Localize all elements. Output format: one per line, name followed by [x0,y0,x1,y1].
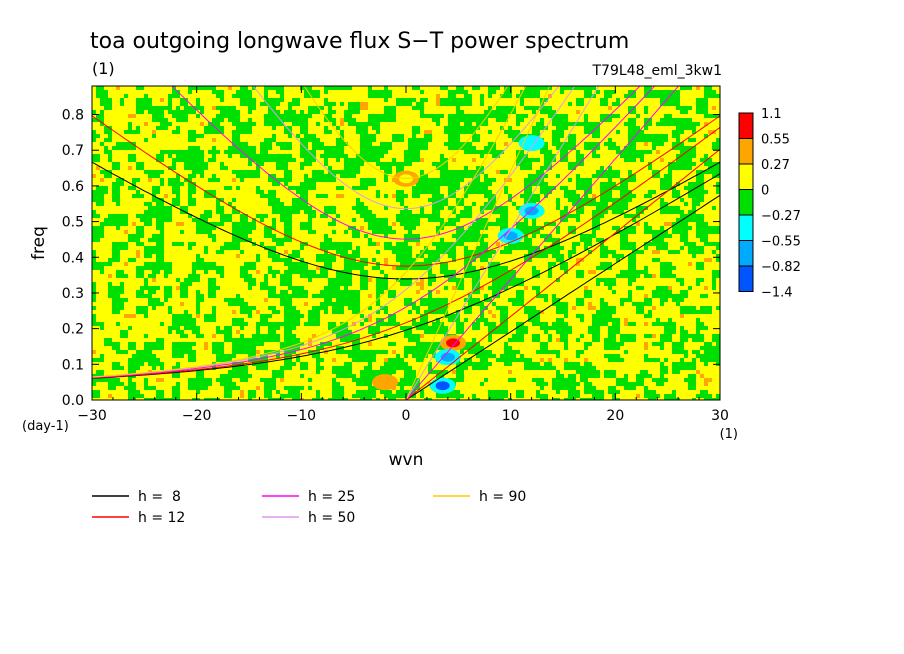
colorbar-box-5 [738,240,754,267]
field-negative-patches [92,86,720,400]
x-tick-label-0: −30 [77,408,107,424]
colorbar-box-0 [738,112,754,139]
y-tick-label-4: 0.4 [62,250,84,266]
x-tick-label-2: −10 [287,408,317,424]
colorbar: 1.1 0.55 0.27 0 −0.27 −0.55 −0.82 −1.4 [738,107,801,301]
colorbar-box-6 [738,265,754,292]
y-tick-label-5: 0.5 [62,215,84,231]
curve-kelvin-h50 [405,86,600,400]
x-tick-label-3: 0 [402,408,411,424]
anomaly-core-5 [524,138,539,148]
y-tick-label-8: 0.8 [62,108,84,124]
colorbar-label-2: 0.27 [761,158,790,173]
x-tick-label-1: −20 [182,408,212,424]
colorbar-label-4: −0.27 [761,209,801,224]
y-tick-label-3: 0.3 [62,286,84,302]
y-tick-label-6: 0.6 [62,179,84,195]
y-tick-label-2: 0.2 [62,322,84,338]
axes: −30 −20 −10 0 10 20 30 0.0 0.1 0.2 0.3 0.4 0.5 0.6 0.7… [62,86,729,424]
anomaly-core-1 [435,381,450,391]
curve-ig1-h50 [252,86,560,210]
y-tick-label-1: 0.1 [62,357,84,373]
curve-kelvin-h12 [405,148,720,400]
anomaly-core-0 [446,338,461,348]
colorbar-label-5: −0.55 [761,235,801,250]
legend-label-h50: h = 50 [308,510,355,526]
dispersion-curves [92,86,720,400]
y-tick-label-7: 0.7 [62,143,84,159]
y-axis-unit: (day-1) [22,419,69,434]
y-axis-label: freq [29,226,49,260]
curve-ig1-h12 [92,115,720,267]
colorbar-label-0: 1.1 [761,107,782,122]
y-tick-label-0: 0.0 [62,393,84,409]
curve-mrg-h8 [92,173,720,379]
legend-label-h25: h = 25 [308,489,355,505]
x-tick-label-4: 10 [502,408,520,424]
x-tick-label-6: 30 [711,408,729,424]
colorbar-label-6: −0.82 [761,260,801,275]
curve-ig1-h8 [92,161,720,280]
legend: h = 8 h = 12 h = 25 h = 50 h = 90 [92,489,526,526]
colorbar-box-2 [738,163,754,190]
x-axis-label: wvn [389,450,424,470]
x-axis-unit: (1) [720,427,738,442]
anomaly-core-7 [378,377,393,387]
curve-kelvin-h25 [405,86,680,400]
chart-title: toa outgoing longwave flux S−T power spe… [90,29,629,54]
curve-kelvin-h8 [405,194,720,400]
curve-ig1-h25 [171,86,641,240]
curve-ig1-h90 [303,86,509,179]
anomaly-core-2 [440,352,455,362]
x-tick-label-5: 20 [606,408,624,424]
colorbar-box-4 [738,214,754,241]
run-label: T79L48_eml_3kw1 [592,63,723,79]
curve-mrg-h25 [92,86,656,378]
curve-mrg-h90 [92,86,527,378]
curve-kelvin-h90 [405,86,551,400]
colorbar-label-7: −1.4 [761,286,793,301]
colorbar-box-1 [738,138,754,165]
spectrum-field [92,86,720,400]
colorbar-box-3 [738,189,754,216]
colorbar-label-3: 0 [761,184,769,199]
colorbar-label-1: 0.55 [761,133,790,148]
curve-mrg-h50 [92,86,576,378]
chart-subtitle: (1) [92,59,115,78]
legend-label-h8: h = 8 [138,489,181,505]
curve-mrg-h12 [92,126,720,379]
anomaly-core-3 [503,231,518,241]
legend-label-h12: h = 12 [138,510,185,526]
legend-label-h90: h = 90 [479,489,526,505]
